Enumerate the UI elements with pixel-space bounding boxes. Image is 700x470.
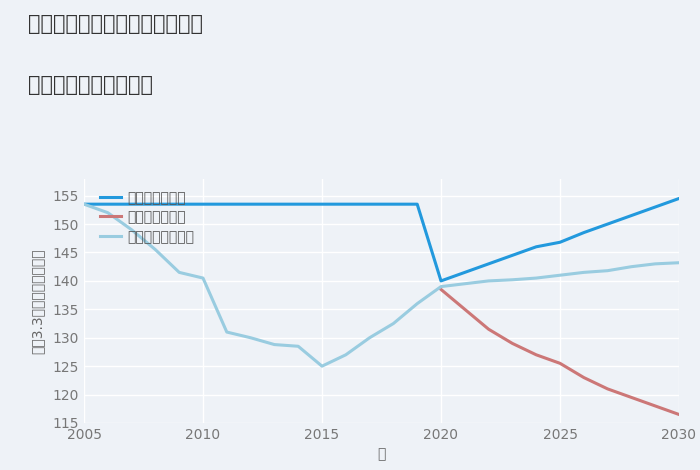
グッドシナリオ <box>413 201 421 207</box>
バッドシナリオ <box>651 403 659 409</box>
ノーマルシナリオ <box>199 275 207 281</box>
バッドシナリオ <box>675 412 683 417</box>
グッドシナリオ <box>246 201 255 207</box>
Legend: グッドシナリオ, バッドシナリオ, ノーマルシナリオ: グッドシナリオ, バッドシナリオ, ノーマルシナリオ <box>97 188 197 247</box>
ノーマルシナリオ <box>532 275 540 281</box>
ノーマルシナリオ <box>580 270 588 275</box>
グッドシナリオ <box>104 201 112 207</box>
グッドシナリオ <box>294 201 302 207</box>
ノーマルシナリオ <box>318 363 326 369</box>
グッドシナリオ <box>270 201 279 207</box>
バッドシナリオ <box>627 395 636 400</box>
ノーマルシナリオ <box>484 278 493 284</box>
グッドシナリオ <box>627 213 636 219</box>
Text: 中古戸建ての価格推移: 中古戸建ての価格推移 <box>28 75 153 95</box>
ノーマルシナリオ <box>294 344 302 349</box>
グッドシナリオ <box>461 270 469 275</box>
Line: ノーマルシナリオ: ノーマルシナリオ <box>84 204 679 366</box>
グッドシナリオ <box>318 201 326 207</box>
ノーマルシナリオ <box>104 210 112 216</box>
ノーマルシナリオ <box>437 284 445 290</box>
X-axis label: 年: 年 <box>377 447 386 462</box>
ノーマルシナリオ <box>246 335 255 341</box>
グッドシナリオ <box>151 201 160 207</box>
Line: バッドシナリオ: バッドシナリオ <box>441 290 679 415</box>
ノーマルシナリオ <box>223 329 231 335</box>
グッドシナリオ <box>389 201 398 207</box>
ノーマルシナリオ <box>151 247 160 252</box>
Line: グッドシナリオ: グッドシナリオ <box>84 198 679 281</box>
グッドシナリオ <box>127 201 136 207</box>
ノーマルシナリオ <box>270 342 279 347</box>
グッドシナリオ <box>342 201 350 207</box>
ノーマルシナリオ <box>389 321 398 326</box>
ノーマルシナリオ <box>627 264 636 269</box>
ノーマルシナリオ <box>556 273 564 278</box>
グッドシナリオ <box>675 196 683 201</box>
グッドシナリオ <box>556 239 564 245</box>
バッドシナリオ <box>437 287 445 292</box>
ノーマルシナリオ <box>127 227 136 233</box>
グッドシナリオ <box>80 201 88 207</box>
ノーマルシナリオ <box>342 352 350 358</box>
ノーマルシナリオ <box>80 201 88 207</box>
バッドシナリオ <box>532 352 540 358</box>
グッドシナリオ <box>437 278 445 284</box>
ノーマルシナリオ <box>675 260 683 266</box>
グッドシナリオ <box>175 201 183 207</box>
グッドシナリオ <box>484 261 493 266</box>
バッドシナリオ <box>556 360 564 366</box>
バッドシナリオ <box>461 306 469 312</box>
グッドシナリオ <box>365 201 374 207</box>
ノーマルシナリオ <box>508 277 517 282</box>
ノーマルシナリオ <box>603 268 612 274</box>
ノーマルシナリオ <box>365 335 374 341</box>
グッドシナリオ <box>223 201 231 207</box>
バッドシナリオ <box>603 386 612 392</box>
ノーマルシナリオ <box>461 281 469 287</box>
グッドシナリオ <box>199 201 207 207</box>
Y-axis label: 坪（3.3㎡）単価（万円）: 坪（3.3㎡）単価（万円） <box>30 248 44 353</box>
バッドシナリオ <box>580 375 588 380</box>
グッドシナリオ <box>651 204 659 210</box>
ノーマルシナリオ <box>413 301 421 306</box>
グッドシナリオ <box>532 244 540 250</box>
バッドシナリオ <box>508 341 517 346</box>
グッドシナリオ <box>580 230 588 235</box>
Text: 神奈川県川崎市高津区上作延の: 神奈川県川崎市高津区上作延の <box>28 14 203 34</box>
ノーマルシナリオ <box>175 270 183 275</box>
バッドシナリオ <box>484 326 493 332</box>
ノーマルシナリオ <box>651 261 659 266</box>
グッドシナリオ <box>603 221 612 227</box>
グッドシナリオ <box>508 252 517 258</box>
